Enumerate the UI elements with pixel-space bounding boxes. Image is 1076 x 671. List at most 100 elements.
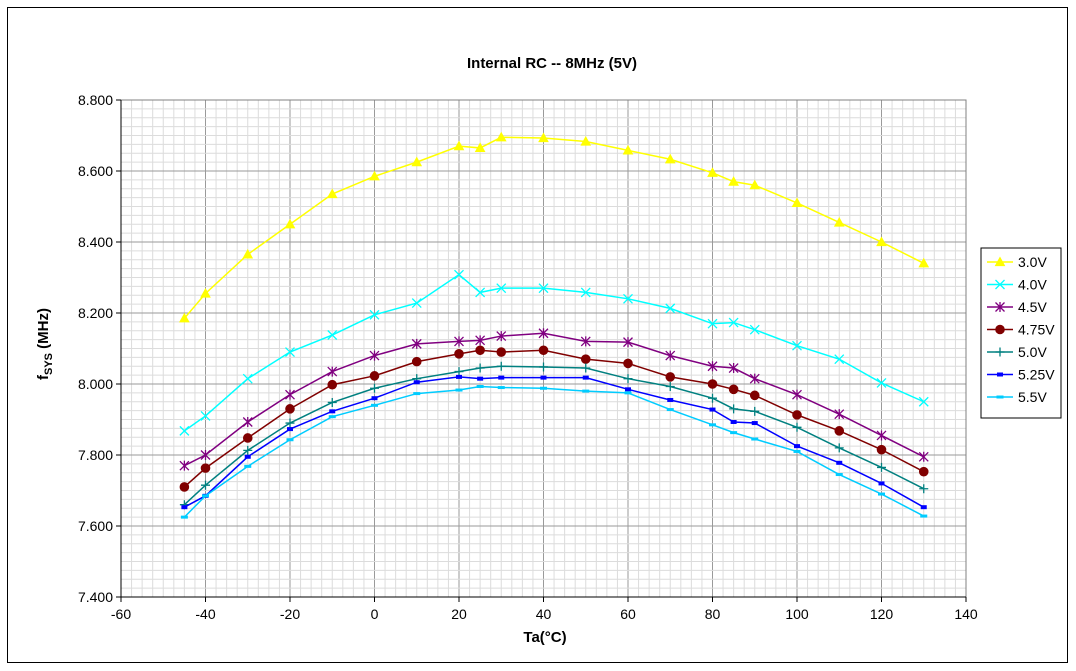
data-point: [707, 361, 718, 372]
data-point: [496, 283, 507, 294]
data-point: [540, 375, 547, 380]
legend-label: 5.0V: [1018, 344, 1047, 360]
data-point: [453, 140, 465, 151]
legend-marker: [994, 256, 1006, 267]
x-tick-label: 80: [705, 606, 721, 622]
data-point: [582, 375, 589, 380]
legend-marker: [995, 279, 1005, 290]
data-point: [836, 460, 843, 465]
data-point: [728, 317, 739, 328]
legend-marker: [995, 324, 1005, 335]
data-point: [329, 409, 336, 414]
series-3.0V: [179, 131, 930, 323]
data-point: [665, 381, 675, 391]
data-point: [411, 356, 422, 367]
x-tick-label: 60: [620, 606, 636, 622]
data-point: [498, 375, 505, 380]
data-point: [729, 404, 739, 414]
data-point: [709, 407, 716, 412]
data-point: [920, 514, 928, 518]
x-tick-label: 40: [536, 606, 552, 622]
data-point: [242, 373, 253, 384]
data-point: [475, 363, 485, 373]
data-point: [475, 345, 485, 356]
data-point: [200, 287, 211, 298]
data-point: [624, 391, 632, 395]
y-axis-title-rest: (MHz): [35, 308, 52, 353]
data-point: [623, 337, 633, 348]
data-point: [707, 167, 718, 177]
data-point: [201, 480, 210, 490]
legend-item: 4.5V: [987, 299, 1047, 315]
data-point: [181, 505, 188, 510]
data-point: [622, 144, 634, 155]
data-point: [179, 425, 190, 436]
data-point: [751, 437, 759, 441]
data-point: [878, 481, 885, 486]
data-point: [179, 460, 190, 471]
data-point: [749, 179, 761, 190]
legend-label: 3.0V: [1018, 254, 1047, 270]
data-point: [496, 331, 507, 342]
series-4.5V: [179, 328, 929, 471]
data-point: [369, 309, 380, 320]
x-axis-title: Ta(°C): [523, 629, 566, 646]
y-tick-label: 8.600: [78, 163, 113, 179]
y-tick-label: 7.800: [78, 447, 113, 463]
data-point: [454, 336, 464, 347]
data-point: [202, 494, 209, 498]
data-point: [918, 466, 929, 477]
data-point: [876, 377, 887, 388]
data-point: [495, 131, 507, 142]
data-point: [200, 463, 211, 473]
data-point: [244, 464, 252, 468]
data-point: [244, 454, 251, 459]
y-tick-label: 7.400: [78, 589, 113, 605]
data-point: [623, 374, 633, 384]
data-point: [413, 380, 420, 385]
data-point: [834, 409, 845, 420]
legend: 3.0V 4.0V 4.5V 4.75V 5.0V 5.25V 5.5V: [980, 247, 1062, 419]
data-point: [708, 393, 717, 403]
data-point: [285, 389, 295, 400]
data-point: [709, 423, 716, 427]
data-point: [876, 444, 887, 455]
data-point: [666, 408, 674, 412]
data-point: [328, 415, 336, 419]
data-point: [179, 312, 190, 323]
legend-label: 5.5V: [1018, 389, 1047, 405]
data-point: [749, 373, 760, 384]
data-point: [243, 445, 253, 455]
data-point: [878, 492, 885, 496]
legend-marker: [995, 347, 1005, 357]
legend-item: 5.5V: [987, 389, 1047, 405]
data-point: [538, 345, 549, 356]
data-point: [285, 404, 295, 414]
data-point: [792, 340, 802, 351]
chart-svg: Internal RC -- 8MHz (5V) -60 -40 -20 0 20 40 6…: [35, 55, 1062, 646]
data-point: [580, 354, 591, 364]
legend-item: 5.0V: [987, 344, 1047, 360]
data-point: [284, 218, 296, 229]
data-point: [371, 403, 378, 407]
data-point: [625, 387, 631, 392]
data-point: [728, 384, 739, 395]
data-point: [538, 283, 549, 294]
data-point: [707, 318, 718, 329]
legend-marker: [995, 302, 1005, 312]
data-point: [455, 388, 463, 392]
data-point: [326, 188, 338, 199]
y-axis-title: fSYS (MHz): [35, 308, 55, 380]
data-point: [750, 406, 760, 416]
y-tick-label: 8.400: [78, 234, 113, 250]
data-point: [918, 451, 929, 462]
data-point: [834, 443, 844, 453]
data-point: [667, 397, 674, 402]
data-point: [454, 349, 464, 359]
data-point: [919, 484, 929, 494]
chart-title: Internal RC -- 8MHz (5V): [467, 55, 637, 72]
data-point: [876, 430, 887, 441]
data-point: [369, 170, 380, 181]
data-point: [411, 298, 422, 309]
data-point: [623, 293, 633, 304]
